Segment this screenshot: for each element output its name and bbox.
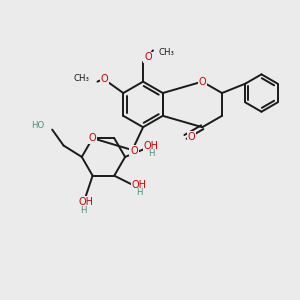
- Text: O: O: [100, 74, 108, 84]
- Text: OH: OH: [132, 180, 147, 190]
- Text: H: H: [136, 188, 143, 197]
- Text: O: O: [188, 132, 195, 142]
- Text: CH₃: CH₃: [159, 48, 175, 57]
- Text: O: O: [89, 133, 96, 143]
- Text: H: H: [80, 206, 87, 214]
- Text: OH: OH: [78, 197, 93, 207]
- Text: OH: OH: [144, 141, 159, 151]
- Text: O: O: [144, 52, 152, 62]
- Text: O: O: [130, 146, 138, 155]
- Text: O: O: [199, 76, 206, 87]
- Text: CH₃: CH₃: [74, 74, 89, 83]
- Text: H: H: [148, 149, 154, 158]
- Text: HO: HO: [31, 121, 44, 130]
